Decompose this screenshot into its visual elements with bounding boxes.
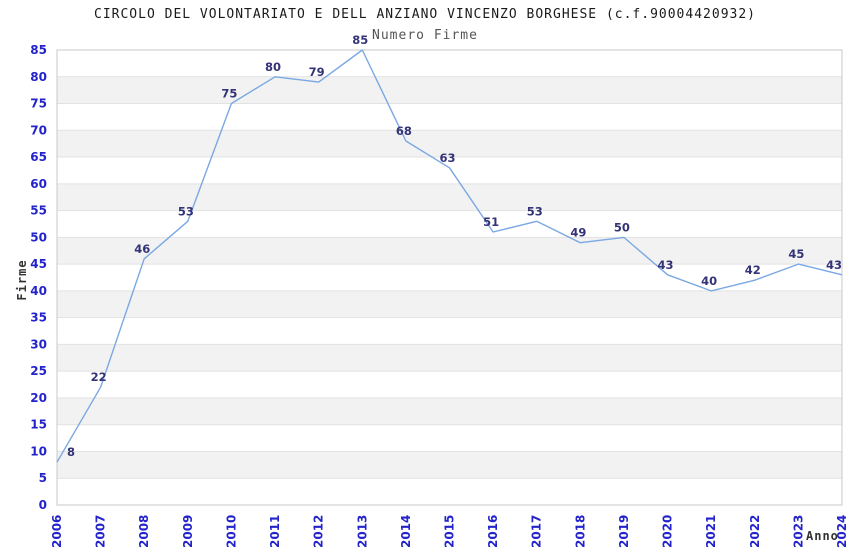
grid-band bbox=[57, 451, 842, 479]
x-tick-label: 2008 bbox=[137, 515, 151, 548]
y-tick-label: 85 bbox=[30, 43, 47, 57]
y-tick-label: 35 bbox=[30, 311, 47, 325]
y-axis-title: Firme bbox=[15, 259, 29, 301]
data-point-label: 63 bbox=[439, 151, 455, 165]
data-point-label: 80 bbox=[265, 60, 281, 74]
x-tick-label: 2009 bbox=[181, 515, 195, 548]
data-point-label: 85 bbox=[352, 33, 368, 47]
y-tick-label: 0 bbox=[39, 498, 47, 512]
data-point-label: 68 bbox=[396, 124, 412, 138]
y-tick-label: 25 bbox=[30, 364, 47, 378]
data-point-label: 40 bbox=[701, 274, 717, 288]
grid-band bbox=[57, 183, 842, 211]
grid-band bbox=[57, 344, 842, 372]
x-tick-label: 2021 bbox=[704, 515, 718, 548]
x-tick-label: 2023 bbox=[791, 515, 805, 548]
data-point-label: 53 bbox=[178, 204, 194, 218]
data-point-label: 51 bbox=[483, 215, 499, 229]
grid-band bbox=[57, 397, 842, 425]
chart-subtitle: Numero Firme bbox=[372, 28, 478, 43]
y-tick-label: 75 bbox=[30, 97, 47, 111]
x-tick-label: 2013 bbox=[355, 515, 369, 548]
x-tick-label: 2014 bbox=[399, 515, 413, 548]
data-point-label: 22 bbox=[91, 370, 107, 384]
data-point-label: 8 bbox=[67, 445, 75, 459]
x-tick-label: 2011 bbox=[268, 515, 282, 548]
data-point-label: 50 bbox=[614, 220, 630, 234]
data-point-label: 43 bbox=[658, 258, 674, 272]
data-point-label: 42 bbox=[745, 263, 761, 277]
data-point-label: 53 bbox=[527, 204, 543, 218]
y-tick-label: 15 bbox=[30, 418, 47, 432]
x-axis-title: Anno bbox=[806, 529, 839, 543]
data-point-label: 75 bbox=[221, 87, 237, 101]
grid-band bbox=[57, 290, 842, 318]
y-tick-label: 70 bbox=[30, 123, 47, 137]
data-point-label: 79 bbox=[309, 65, 325, 79]
x-tick-label: 2007 bbox=[94, 515, 108, 548]
x-tick-label: 2017 bbox=[530, 515, 544, 548]
plot-border bbox=[56, 49, 843, 506]
x-tick-label: 2010 bbox=[224, 515, 238, 548]
y-tick-label: 60 bbox=[30, 177, 47, 191]
x-tick-label: 2015 bbox=[443, 515, 457, 548]
y-tick-label: 55 bbox=[30, 204, 47, 218]
y-tick-label: 65 bbox=[30, 150, 47, 164]
x-tick-label: 2016 bbox=[486, 515, 500, 548]
y-tick-label: 5 bbox=[39, 471, 47, 485]
x-tick-label: 2006 bbox=[50, 515, 64, 548]
x-tick-label: 2019 bbox=[617, 515, 631, 548]
chart-title: CIRCOLO DEL VOLONTARIATO E DELL ANZIANO … bbox=[94, 7, 756, 22]
data-point-label: 46 bbox=[134, 242, 150, 256]
y-tick-label: 45 bbox=[30, 257, 47, 271]
y-tick-label: 30 bbox=[30, 337, 47, 351]
y-tick-label: 40 bbox=[30, 284, 47, 298]
y-tick-label: 10 bbox=[30, 444, 47, 458]
y-tick-label: 50 bbox=[30, 230, 47, 244]
grid-band bbox=[57, 130, 842, 158]
grid-band bbox=[57, 237, 842, 265]
y-tick-label: 20 bbox=[30, 391, 47, 405]
x-tick-label: 2018 bbox=[573, 515, 587, 548]
x-tick-label: 2020 bbox=[661, 515, 675, 548]
x-tick-label: 2024 bbox=[835, 515, 849, 548]
data-point-label: 45 bbox=[788, 247, 804, 261]
data-point-label: 49 bbox=[570, 226, 586, 240]
x-tick-label: 2022 bbox=[748, 515, 762, 548]
data-point-label: 43 bbox=[826, 258, 842, 272]
y-tick-label: 80 bbox=[30, 70, 47, 84]
line-series bbox=[56, 49, 843, 463]
x-tick-label: 2012 bbox=[312, 515, 326, 548]
grid-band bbox=[57, 76, 842, 104]
